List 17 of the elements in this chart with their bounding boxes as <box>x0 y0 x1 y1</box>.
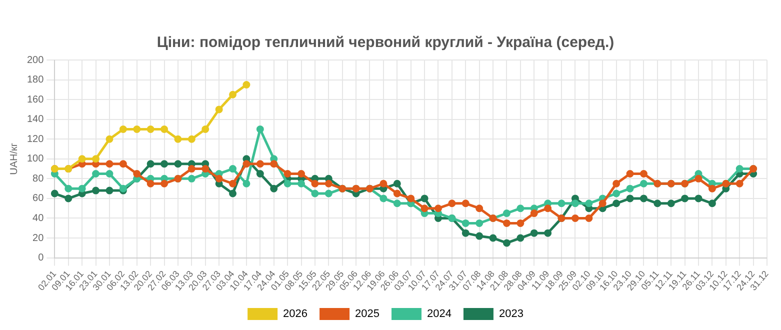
y-tick-label: 140 <box>26 114 44 126</box>
y-tick-label: 60 <box>32 193 44 204</box>
y-tick-label: 160 <box>26 94 44 106</box>
legend-label: 2026 <box>283 308 308 320</box>
y-tick-label: 40 <box>32 212 44 224</box>
legend-label: 2023 <box>498 308 524 320</box>
legend-label: 2025 <box>355 308 380 320</box>
y-tick-label: 120 <box>26 134 44 145</box>
y-tick-label: 200 <box>26 54 44 66</box>
y-tick-label: 180 <box>26 74 44 86</box>
chart-title: Ціни: помідор тепличний червоний круглий - Україна (серед.) <box>156 34 614 52</box>
y-tick-label: 100 <box>26 154 44 165</box>
legend-label: 2024 <box>427 308 452 320</box>
y-tick-label: 0 <box>38 252 44 264</box>
y-tick-label: 80 <box>32 173 44 184</box>
y-axis-title: UAH/кг <box>8 142 20 175</box>
y-tick-label: 20 <box>32 232 44 244</box>
